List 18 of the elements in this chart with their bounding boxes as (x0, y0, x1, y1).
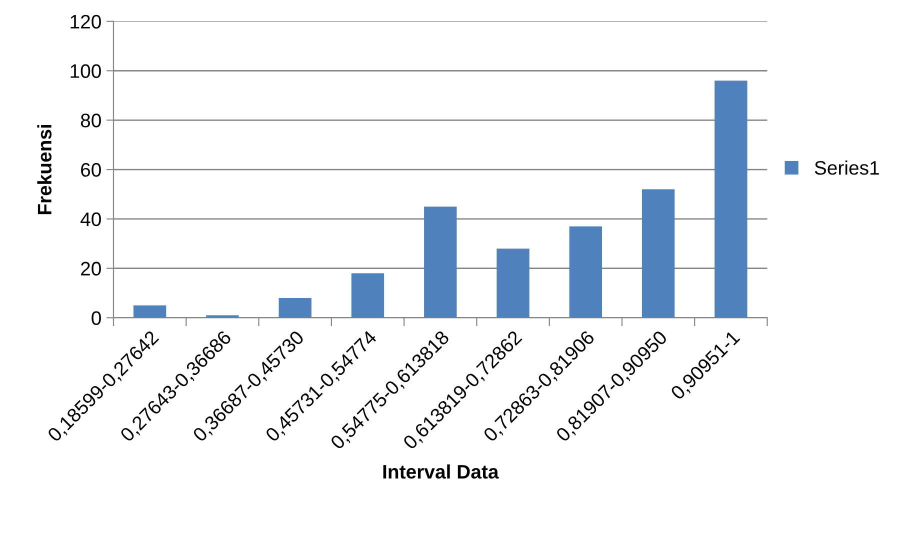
y-axis-title: Frekuensi (37, 124, 52, 214)
y-tick-label: 80 (80, 114, 101, 128)
bar (424, 206, 457, 318)
y-tick-label: 20 (81, 262, 101, 276)
bar (569, 226, 602, 318)
bar (278, 298, 312, 318)
y-tick-label: 60 (81, 163, 101, 177)
x-axis-title: Interval Data (383, 464, 499, 479)
y-tick-label: 40 (80, 212, 101, 226)
y-tick-label: 100 (70, 64, 101, 78)
y-tick-label: 0 (92, 311, 101, 325)
bar (496, 248, 530, 318)
bar (133, 305, 166, 318)
bar (351, 273, 384, 318)
y-tick-label: 120 (70, 14, 101, 29)
bar (714, 80, 748, 318)
bar (642, 189, 675, 318)
legend-label: Series1 (814, 160, 879, 175)
